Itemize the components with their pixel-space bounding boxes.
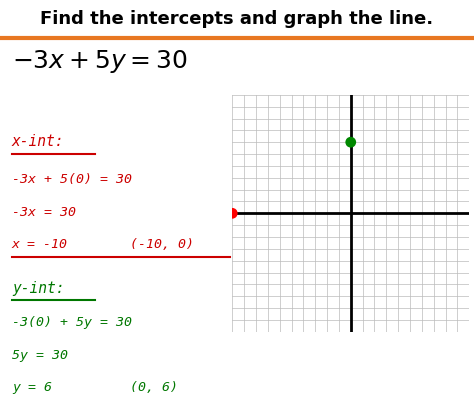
Text: $-3x + 5y = 30$: $-3x + 5y = 30$ [12, 48, 188, 75]
Text: (-10, 0): (-10, 0) [130, 238, 194, 251]
Text: -3x = 30: -3x = 30 [12, 205, 76, 218]
Point [228, 210, 236, 216]
Text: y = 6: y = 6 [12, 381, 52, 394]
Text: Find the intercepts and graph the line.: Find the intercepts and graph the line. [40, 10, 434, 28]
Text: x = -10: x = -10 [12, 238, 68, 251]
Text: x-int:: x-int: [12, 134, 64, 149]
Text: -3x + 5(0) = 30: -3x + 5(0) = 30 [12, 173, 132, 186]
Text: y-int:: y-int: [12, 280, 64, 295]
Text: 5y = 30: 5y = 30 [12, 348, 68, 361]
Point [347, 139, 355, 145]
Text: -3(0) + 5y = 30: -3(0) + 5y = 30 [12, 316, 132, 329]
Text: (0, 6): (0, 6) [130, 381, 178, 394]
